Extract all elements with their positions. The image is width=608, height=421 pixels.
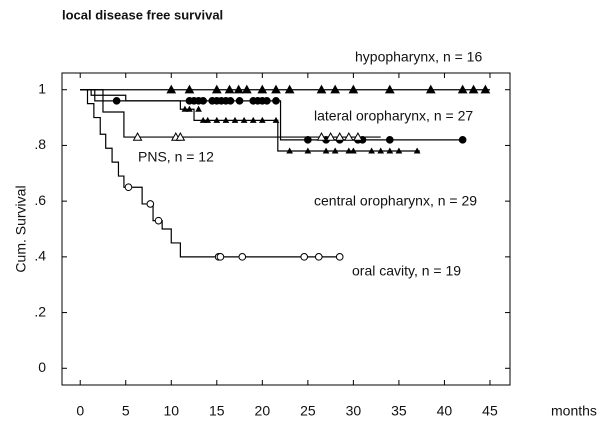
y-tick-label: .6 [34,192,46,208]
censor-marker [154,216,163,225]
censor-marker [184,84,195,94]
censor-marker [330,84,341,94]
series-label: oral cavity, n = 19 [352,263,461,279]
series-label: lateral oropharynx, n = 27 [314,108,473,124]
censor-marker [240,116,248,123]
censor-marker [353,132,363,141]
censor-marker [368,147,375,154]
censor-marker [272,116,280,123]
x-tick-label: 0 [76,403,84,419]
x-tick-label: 30 [346,403,362,419]
censor-marker [166,84,177,94]
y-tick-label: .4 [34,248,46,264]
x-tick-label: 40 [437,403,453,419]
censor-marker [468,84,479,94]
censor-marker [316,132,327,141]
censor-marker [384,84,395,94]
censor-marker [257,84,268,94]
x-tick-label: 45 [482,403,498,419]
x-tick-label: 15 [209,403,225,419]
x-tick-label: 5 [122,403,130,419]
censor-marker [314,253,323,261]
censor-marker [322,147,330,154]
censor-marker [204,116,212,123]
censor-marker [222,116,230,123]
censor-marker [181,105,189,112]
censor-marker [216,253,225,261]
censor-marker [413,147,421,154]
censor-marker [458,136,467,144]
y-tick-label: .8 [34,136,46,152]
survival-curve [80,89,342,258]
censor-marker [224,84,235,94]
censor-marker [425,84,436,94]
series-label: PNS, n = 12 [138,149,214,165]
censor-marker [233,84,244,94]
censor-marker [284,84,295,94]
y-tick-label: 1 [38,80,46,96]
x-tick-label: 20 [255,403,271,419]
chart-title: local disease free survival [62,7,223,22]
censor-marker [124,183,133,192]
censor-marker [350,147,357,154]
series-label: central oropharynx, n = 29 [314,193,477,209]
series-label: hypopharynx, n = 16 [355,49,482,65]
censor-marker [146,200,155,208]
censor-marker [304,147,312,154]
censor-marker [199,116,207,123]
survival-curve [80,89,420,152]
censor-marker [231,116,239,123]
survival-curve [80,89,381,138]
censor-marker [457,84,468,94]
y-tick-label: 0 [38,359,46,375]
x-axis-label: months [551,403,597,419]
censor-marker [272,97,280,105]
censor-marker [186,105,193,112]
censor-marker [199,97,207,105]
censor-marker [395,147,403,154]
censor-marker [386,136,394,144]
censor-marker [286,147,293,154]
y-axis-label: Cum. Survival [13,185,29,272]
censor-marker [263,97,271,105]
censor-marker [386,147,394,154]
censor-marker [258,116,266,123]
censor-marker [249,116,257,123]
censor-marker [300,253,309,261]
censor-marker [348,84,359,94]
censor-marker [325,132,336,141]
censor-marker [316,84,327,94]
censor-marker [345,147,353,154]
censor-marker [195,105,202,112]
censor-marker [377,147,385,154]
censor-marker [211,84,222,94]
censor-marker [175,132,186,141]
censor-marker [226,97,235,105]
censor-marker [235,97,244,105]
censor-marker [241,84,252,94]
censor-marker [112,97,121,105]
censor-marker [132,132,143,141]
censor-marker [480,84,491,94]
censor-marker [238,253,247,261]
plot-frame [61,72,511,386]
censor-marker [343,132,354,141]
y-tick-label: .2 [34,303,46,319]
censor-marker [271,84,281,94]
censor-marker [331,147,339,154]
x-tick-label: 10 [163,403,179,419]
censor-marker [213,116,221,123]
x-tick-label: 25 [300,403,316,419]
x-tick-label: 35 [391,403,407,419]
censor-marker [335,253,344,261]
censor-marker [334,132,345,141]
